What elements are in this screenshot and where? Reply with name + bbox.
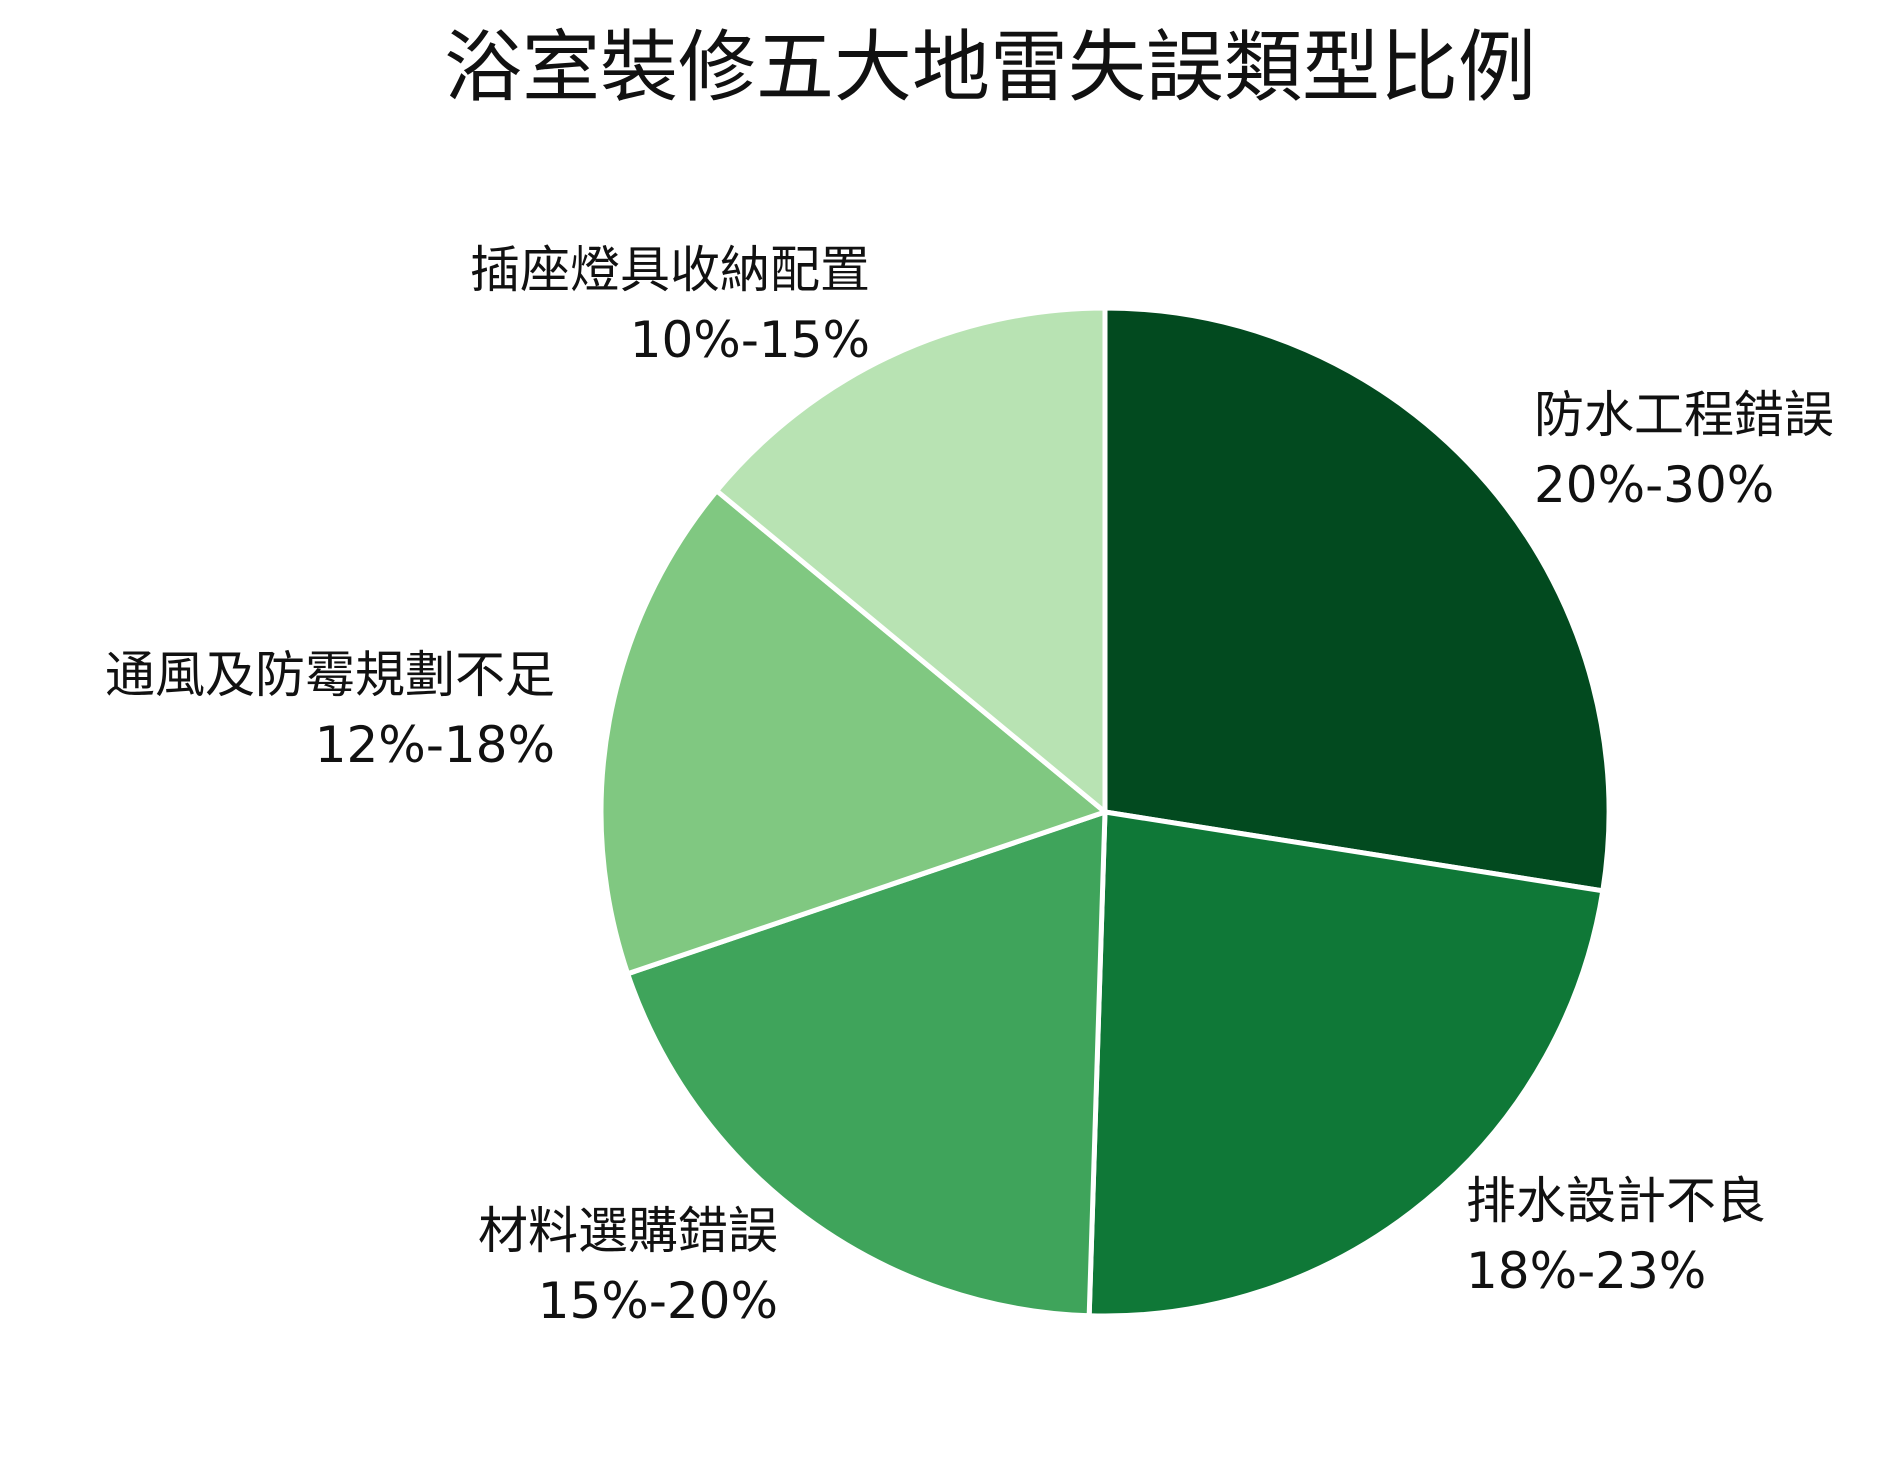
slice-label-5: 插座燈具收納配置: [470, 241, 870, 299]
slice-label-3: 材料選購錯誤: [478, 1202, 778, 1260]
pie-slice-4: [598, 488, 1108, 977]
slice-range-4: 12%-18%: [315, 716, 555, 774]
slice-label-1: 防水工程錯誤: [1534, 386, 1834, 444]
chart-title: 浴室裝修五大地雷失誤類型比例: [444, 23, 1536, 113]
slice-label-2: 排水設計不良: [1466, 1172, 1766, 1230]
slice-range-2: 18%-23%: [1466, 1242, 1706, 1300]
pie-slice-2: [1086, 809, 1606, 1319]
pie-slices: [598, 305, 1612, 1319]
pie-slice-1: [1102, 305, 1612, 894]
slice-range-1: 20%-30%: [1534, 456, 1774, 514]
pie-slice-5: [714, 305, 1108, 815]
pie-labels: 防水工程錯誤 20%-30% 排水設計不良 18%-23% 材料選購錯誤 15%-20% 通…: [105, 241, 1834, 1330]
slice-label-4: 通風及防霉規劃不足: [105, 646, 555, 704]
pie-slice-3: [625, 809, 1108, 1319]
slice-range-3: 15%-20%: [538, 1272, 778, 1330]
slice-range-5: 10%-15%: [630, 311, 870, 369]
